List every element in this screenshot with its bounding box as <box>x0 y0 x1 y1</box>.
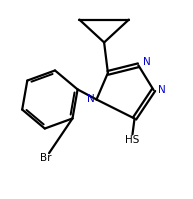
Text: Br: Br <box>40 152 52 163</box>
Text: HS: HS <box>124 135 139 145</box>
Text: N: N <box>158 85 166 95</box>
Text: N: N <box>87 94 95 103</box>
Text: N: N <box>143 57 151 67</box>
